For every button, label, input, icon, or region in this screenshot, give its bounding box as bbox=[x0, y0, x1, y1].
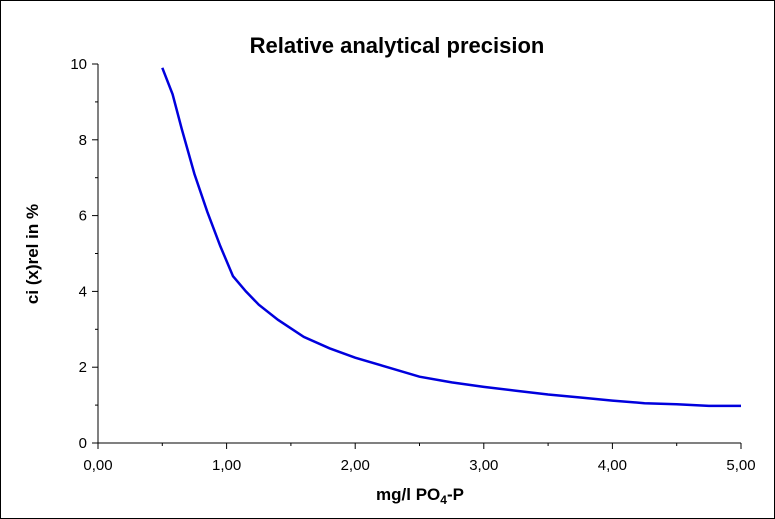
x-tick-label: 5,00 bbox=[726, 457, 755, 474]
y-tick-label: 2 bbox=[79, 359, 87, 376]
y-tick-label: 0 bbox=[79, 435, 87, 452]
x-tick-label: 2,00 bbox=[341, 457, 370, 474]
x-tick-label: 0,00 bbox=[83, 457, 112, 474]
axes bbox=[97, 64, 741, 444]
y-tick-label: 8 bbox=[79, 132, 87, 149]
y-tick-label: 4 bbox=[79, 283, 87, 300]
x-tick-label: 4,00 bbox=[598, 457, 627, 474]
y-axis-label: ci (x)rel in % bbox=[23, 204, 42, 304]
series-line bbox=[161, 67, 741, 408]
x-tick-label: 1,00 bbox=[212, 457, 241, 474]
y-tick-label: 10 bbox=[70, 56, 87, 73]
ticks: 0 2 4 6 8 10 0,00 1,00 2,00 3,00 4,00 5,00 bbox=[70, 56, 755, 474]
x-axis-label: mg/l PO4-P bbox=[376, 485, 464, 507]
y-tick-label: 6 bbox=[79, 208, 87, 225]
x-tick-label: 3,00 bbox=[469, 457, 498, 474]
chart-title: Relative analytical precision bbox=[250, 33, 545, 58]
